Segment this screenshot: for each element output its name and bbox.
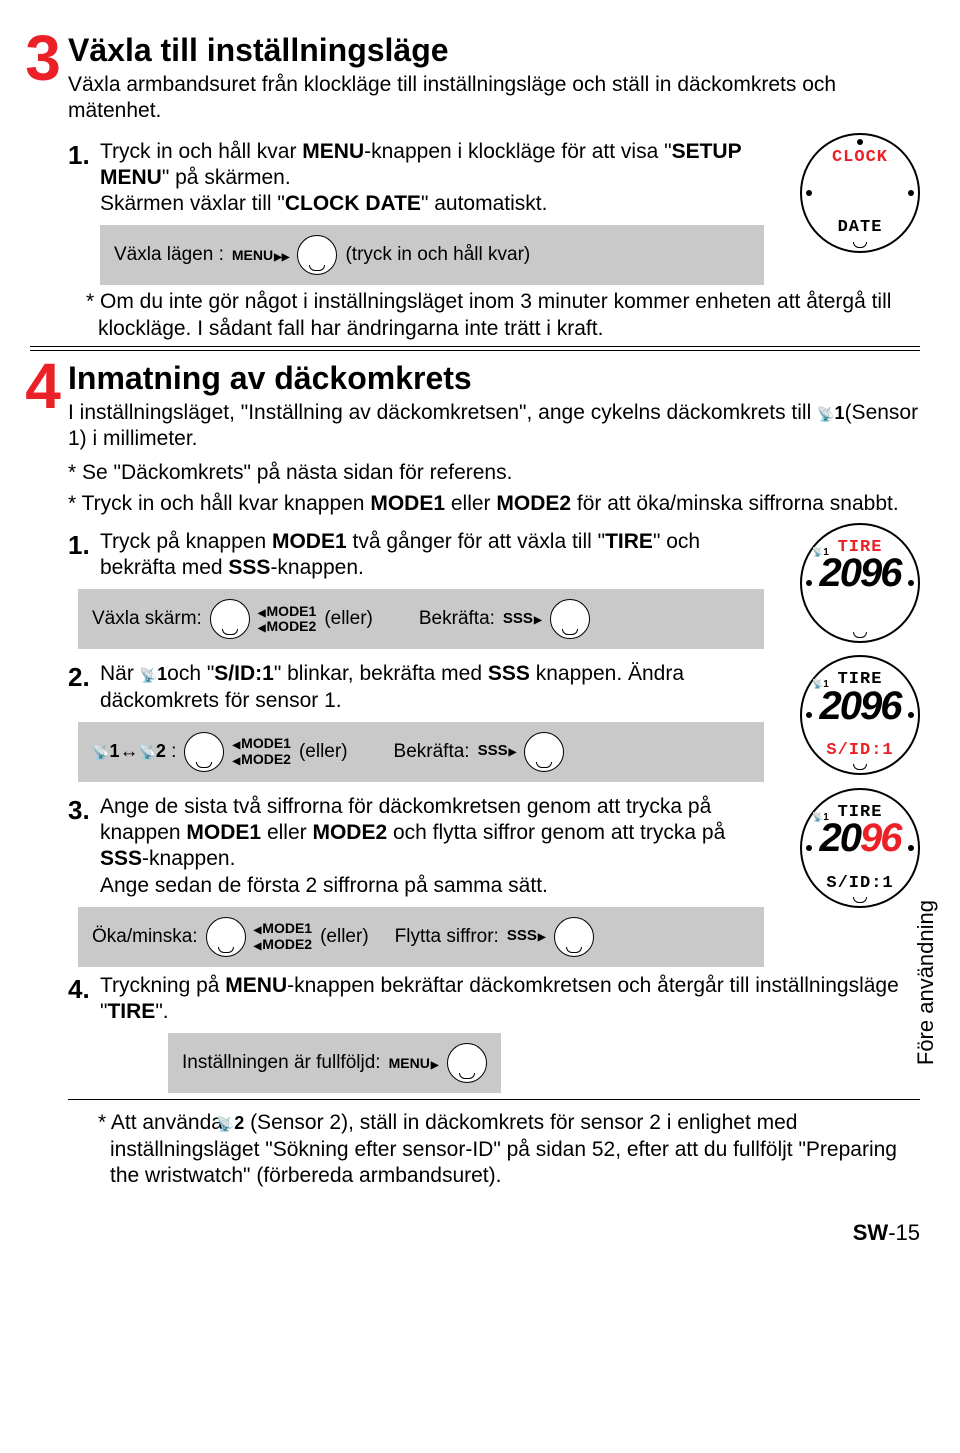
s3-graybox: Växla lägen : MENU (tryck in och håll kv… bbox=[100, 225, 764, 285]
separator bbox=[68, 1099, 920, 1100]
s4-step3: 3. Ange de sista två siffrorna för däcko… bbox=[68, 794, 764, 899]
menu-icon: MENU bbox=[232, 247, 290, 265]
mode-labels-icon: MODE1MODE2 bbox=[232, 736, 291, 767]
s4-box3: Öka/minska: MODE1MODE2 (eller) Flytta si… bbox=[78, 907, 764, 967]
button-circle-icon bbox=[206, 917, 246, 957]
watch-tire-3: 1 TIRE 2096 S/ID:1 bbox=[800, 788, 920, 908]
section-3: 3 Växla till inställningsläge Växla armb… bbox=[30, 30, 920, 342]
section-4-title: Inmatning av däckomkrets bbox=[68, 358, 920, 398]
s4-endnote: * Att använda 2 (Sensor 2), ställ in däc… bbox=[98, 1110, 920, 1189]
mode-labels-icon: MODE1MODE2 bbox=[258, 604, 317, 635]
side-label: Före användning bbox=[912, 900, 940, 1065]
watch-clock-date: CLOCK DATE bbox=[800, 133, 920, 253]
s3-step1: 1. Tryck in och håll kvar MENU-knappen i… bbox=[68, 139, 764, 218]
sss-icon: SSS bbox=[507, 927, 546, 946]
page-number: SW-15 bbox=[30, 1219, 920, 1247]
s4-step4: 4. Tryckning på MENU-knappen bekräftar d… bbox=[68, 973, 920, 1026]
button-circle-icon bbox=[297, 235, 337, 275]
watch-tire-2: 1 TIRE 2096 S/ID:1 bbox=[800, 655, 920, 775]
s4-box2: 1↔2 : MODE1MODE2 (eller) Bekräfta: SSS bbox=[78, 722, 764, 782]
section-number-4: 4 bbox=[18, 358, 68, 1199]
s4-box4: Inställningen är fullföljd: MENU bbox=[168, 1033, 501, 1093]
button-circle-icon bbox=[524, 732, 564, 772]
button-circle-icon bbox=[184, 732, 224, 772]
section-3-title: Växla till inställningsläge bbox=[68, 30, 920, 70]
separator-lines bbox=[30, 346, 920, 354]
button-circle-icon bbox=[210, 599, 250, 639]
sensor2-icon: 2 bbox=[229, 1112, 244, 1135]
button-circle-icon bbox=[554, 917, 594, 957]
section-number-3: 3 bbox=[18, 30, 68, 342]
menu-icon: MENU bbox=[389, 1055, 439, 1073]
button-circle-icon bbox=[550, 599, 590, 639]
sss-icon: SSS bbox=[478, 742, 517, 761]
s4-box1: Växla skärm: MODE1MODE2 (eller) Bekräfta… bbox=[78, 589, 764, 649]
sss-icon: SSS bbox=[503, 610, 542, 629]
mode-labels-icon: MODE1MODE2 bbox=[254, 921, 313, 952]
section-3-intro: Växla armbandsuret från klockläge till i… bbox=[68, 72, 920, 125]
sensor1-icon: 1 bbox=[140, 663, 167, 686]
watch-tire-1: 1 TIRE 2096 bbox=[800, 523, 920, 643]
s4-step1: 1. Tryck på knappen MODE1 två gånger för… bbox=[68, 529, 764, 582]
s3-note: * Om du inte gör något i inställningsläg… bbox=[86, 289, 920, 342]
sensor1-icon: 1 bbox=[817, 402, 844, 425]
button-circle-icon bbox=[447, 1043, 487, 1083]
section-4: 4 Inmatning av däckomkrets I inställning… bbox=[30, 358, 920, 1199]
s4-step2: 2. När 1och "S/ID:1" blinkar, bekräfta m… bbox=[68, 661, 764, 714]
